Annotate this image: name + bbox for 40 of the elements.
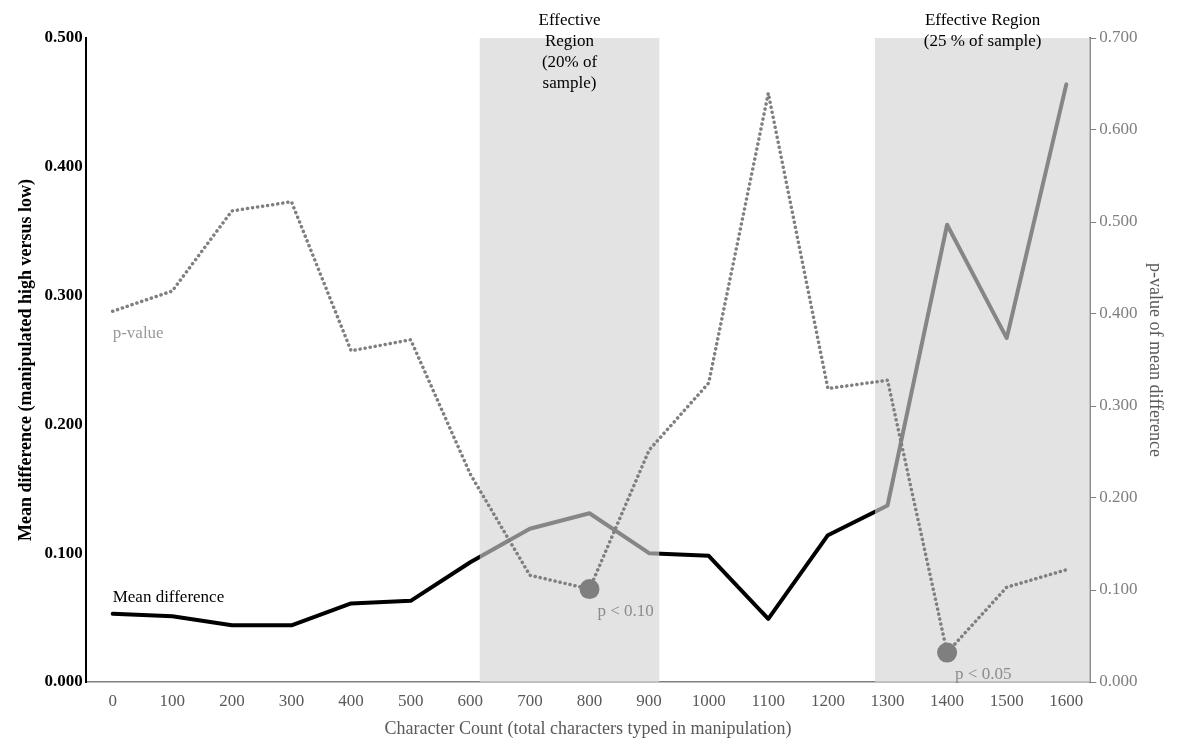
band-label: Effective Region (25 % of sample): [923, 9, 1042, 50]
x-tick-label: 700: [517, 690, 543, 710]
x-tick-label: 900: [636, 690, 662, 710]
x-tick-label: 1400: [930, 690, 965, 710]
x-tick-label: 600: [457, 690, 484, 710]
x-tick-label: 1300: [870, 690, 905, 710]
x-tick-label: 1600: [1049, 690, 1084, 710]
y-tick-label: 0.100: [44, 542, 83, 562]
x-tick-label: 1100: [751, 690, 785, 710]
series-label: Mean difference: [112, 587, 225, 607]
x-tick-label: 1500: [989, 690, 1024, 710]
y2-tick-label: 0.400: [1099, 303, 1138, 323]
x-tick-label: 1200: [810, 690, 845, 710]
y-tick-label: 0.000: [44, 671, 83, 691]
x-tick-label: 400: [338, 690, 364, 710]
annotation: p < 0.10: [597, 600, 654, 620]
y2-tick-label: 0.100: [1099, 579, 1138, 599]
series-label: p-value: [112, 322, 164, 342]
y-axis-title: Mean difference (manipulated high versus low): [15, 178, 37, 542]
y-tick-label: 0.300: [44, 284, 83, 304]
y-tick-label: 0.200: [44, 413, 83, 433]
band-label: Effective Region (20% of sample): [538, 9, 601, 92]
x-tick-label: 0: [108, 690, 117, 710]
y2-tick-label: 0.200: [1099, 487, 1138, 507]
y2-tick-label: 0.500: [1099, 211, 1138, 231]
x-axis-title: Character Count (total characters typed in manipulation): [384, 717, 792, 739]
x-tick-label: 100: [159, 690, 186, 710]
y2-tick-label: 0.000: [1099, 671, 1138, 691]
y2-tick-label: 0.300: [1099, 395, 1138, 415]
y-tick-label: 0.500: [44, 27, 83, 47]
y2-axis-title: p-value of mean difference: [1146, 262, 1167, 458]
x-tick-label: 300: [278, 690, 305, 710]
x-tick-label: 500: [397, 690, 424, 710]
x-tick-label: 1000: [691, 690, 726, 710]
x-tick-label: 200: [219, 690, 245, 710]
annotation: p < 0.05: [955, 664, 1012, 684]
y-tick-label: 0.400: [44, 156, 83, 176]
y2-tick-label: 0.600: [1099, 119, 1138, 139]
x-tick-label: 800: [576, 690, 603, 710]
y2-tick-label: 0.700: [1099, 27, 1138, 47]
